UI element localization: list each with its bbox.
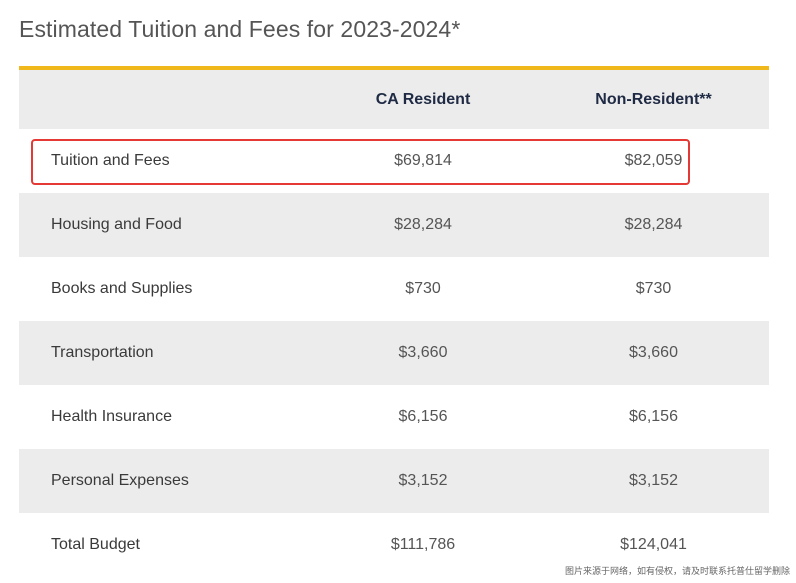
table-header-row: CA Resident Non-Resident** [19, 70, 769, 129]
row-label: Books and Supplies [51, 280, 193, 297]
row-nr-value: $6,156 [629, 408, 678, 425]
table-row: Personal Expenses $3,152 $3,152 [19, 449, 769, 513]
row-label: Total Budget [51, 536, 140, 553]
table-row: Books and Supplies $730 $730 [19, 257, 769, 321]
page-title: Estimated Tuition and Fees for 2023-2024… [19, 16, 461, 42]
row-nr-value: $28,284 [624, 216, 683, 233]
table-row-total: Total Budget $111,786 $124,041 [19, 513, 769, 577]
table-row: Health Insurance $6,156 $6,156 [19, 385, 769, 449]
row-nr-value: $82,059 [624, 152, 683, 169]
row-ca-value: $3,660 [398, 344, 448, 361]
row-ca-value: $6,156 [398, 408, 448, 425]
header-non-resident: Non-Resident** [595, 90, 712, 108]
row-ca-value: $3,152 [398, 472, 448, 489]
row-label: Health Insurance [51, 408, 172, 425]
table-row: Housing and Food $28,284 $28,284 [19, 193, 769, 257]
table-row: Tuition and Fees $69,814 $82,059 [19, 129, 769, 193]
row-label: Transportation [51, 344, 154, 361]
row-ca-value: $69,814 [394, 152, 452, 169]
row-label: Personal Expenses [51, 472, 189, 489]
row-ca-value: $730 [405, 280, 441, 297]
row-nr-value: $730 [635, 280, 672, 297]
row-nr-value: $3,660 [629, 344, 678, 361]
header-ca-resident: CA Resident [375, 90, 471, 108]
row-label: Tuition and Fees [51, 152, 170, 169]
row-ca-value: $111,786 [390, 536, 456, 553]
tuition-table: CA Resident Non-Resident** Tuition and F… [19, 66, 769, 577]
source-watermark: 图片来源于网络，如有侵权，请及时联系托普仕留学删除 [564, 567, 790, 577]
row-label: Housing and Food [51, 216, 182, 233]
row-ca-value: $28,284 [394, 216, 452, 233]
table-row: Transportation $3,660 $3,660 [19, 321, 769, 385]
accent-bar [19, 66, 769, 70]
row-nr-value: $124,041 [620, 536, 687, 553]
row-nr-value: $3,152 [629, 472, 678, 489]
